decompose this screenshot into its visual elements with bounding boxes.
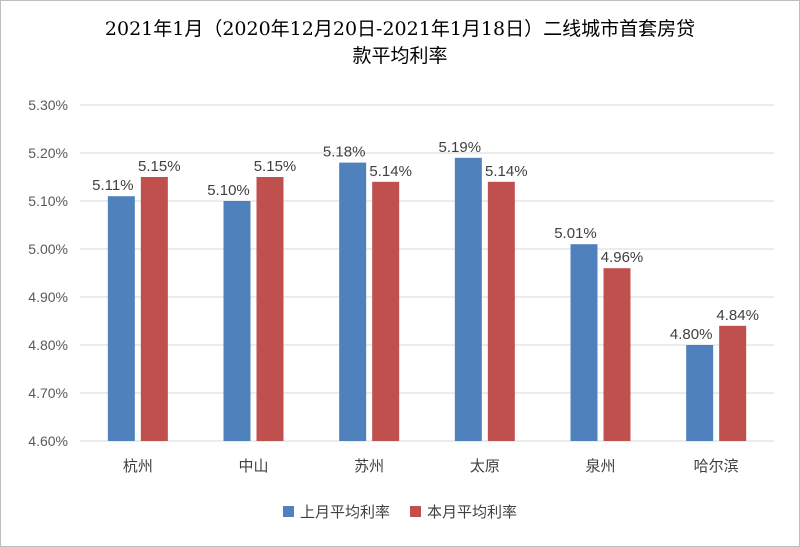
chart-title-line-1: 2021年1月（2020年12月20日-2021年1月18日）二线城市首套房贷: [104, 18, 696, 40]
y-tick-label: 4.70%: [28, 385, 68, 401]
chart-title-line-2: 款平均利率: [352, 45, 448, 67]
data-label: 5.15%: [254, 158, 297, 175]
data-label: 5.10%: [207, 182, 250, 199]
data-label: 5.11%: [92, 177, 133, 194]
x-category-label: 哈尔滨: [694, 457, 739, 475]
data-label: 4.80%: [670, 326, 713, 343]
bar-current-month: [719, 325, 747, 441]
x-category-label: 中山: [238, 457, 268, 475]
data-label: 4.96%: [601, 249, 644, 266]
data-label: 5.14%: [485, 163, 528, 180]
legend-label-previous-month: 上月平均利率: [299, 503, 390, 521]
bar-previous-month: [454, 157, 482, 442]
y-tick-label: 5.10%: [28, 193, 68, 209]
x-category-label: 杭州: [123, 457, 153, 475]
data-label: 5.19%: [439, 139, 482, 156]
legend-swatch-current-month: [410, 506, 421, 517]
x-category-label: 太原: [470, 457, 500, 475]
y-tick-label: 4.60%: [28, 433, 68, 449]
bar-previous-month: [570, 244, 598, 441]
legend-item-previous-month: 上月平均利率: [282, 501, 390, 522]
bar-current-month: [372, 181, 400, 442]
bar-current-month: [603, 268, 631, 441]
legend-item-current-month: 本月平均利率: [410, 501, 517, 522]
bar-previous-month: [686, 345, 714, 441]
data-label: 5.01%: [554, 225, 597, 242]
data-label: 5.15%: [138, 158, 181, 175]
x-category-label: 泉州: [585, 457, 615, 475]
data-label: 4.84%: [716, 307, 759, 324]
bar-current-month: [140, 177, 168, 441]
y-tick-label: 4.80%: [28, 337, 68, 353]
x-category-label: 苏州: [354, 457, 384, 475]
y-tick-label: 4.90%: [28, 289, 68, 305]
chart-legend: 上月平均利率 本月平均利率: [0, 501, 800, 522]
y-tick-label: 5.20%: [28, 145, 68, 161]
bar-current-month: [487, 181, 515, 442]
bar-previous-month: [339, 162, 367, 441]
bar-current-month: [256, 177, 284, 441]
legend-swatch-previous-month: [282, 506, 294, 517]
data-label: 5.18%: [323, 144, 366, 161]
legend-label-current-month: 本月平均利率: [427, 503, 518, 521]
y-tick-label: 5.00%: [28, 241, 68, 257]
data-label: 5.14%: [369, 163, 412, 180]
chart-title: 2021年1月（2020年12月20日-2021年1月18日）二线城市首套房贷 …: [0, 16, 800, 70]
bar-previous-month: [107, 196, 135, 441]
y-tick-label: 5.30%: [28, 97, 68, 113]
bar-previous-month: [223, 201, 251, 441]
